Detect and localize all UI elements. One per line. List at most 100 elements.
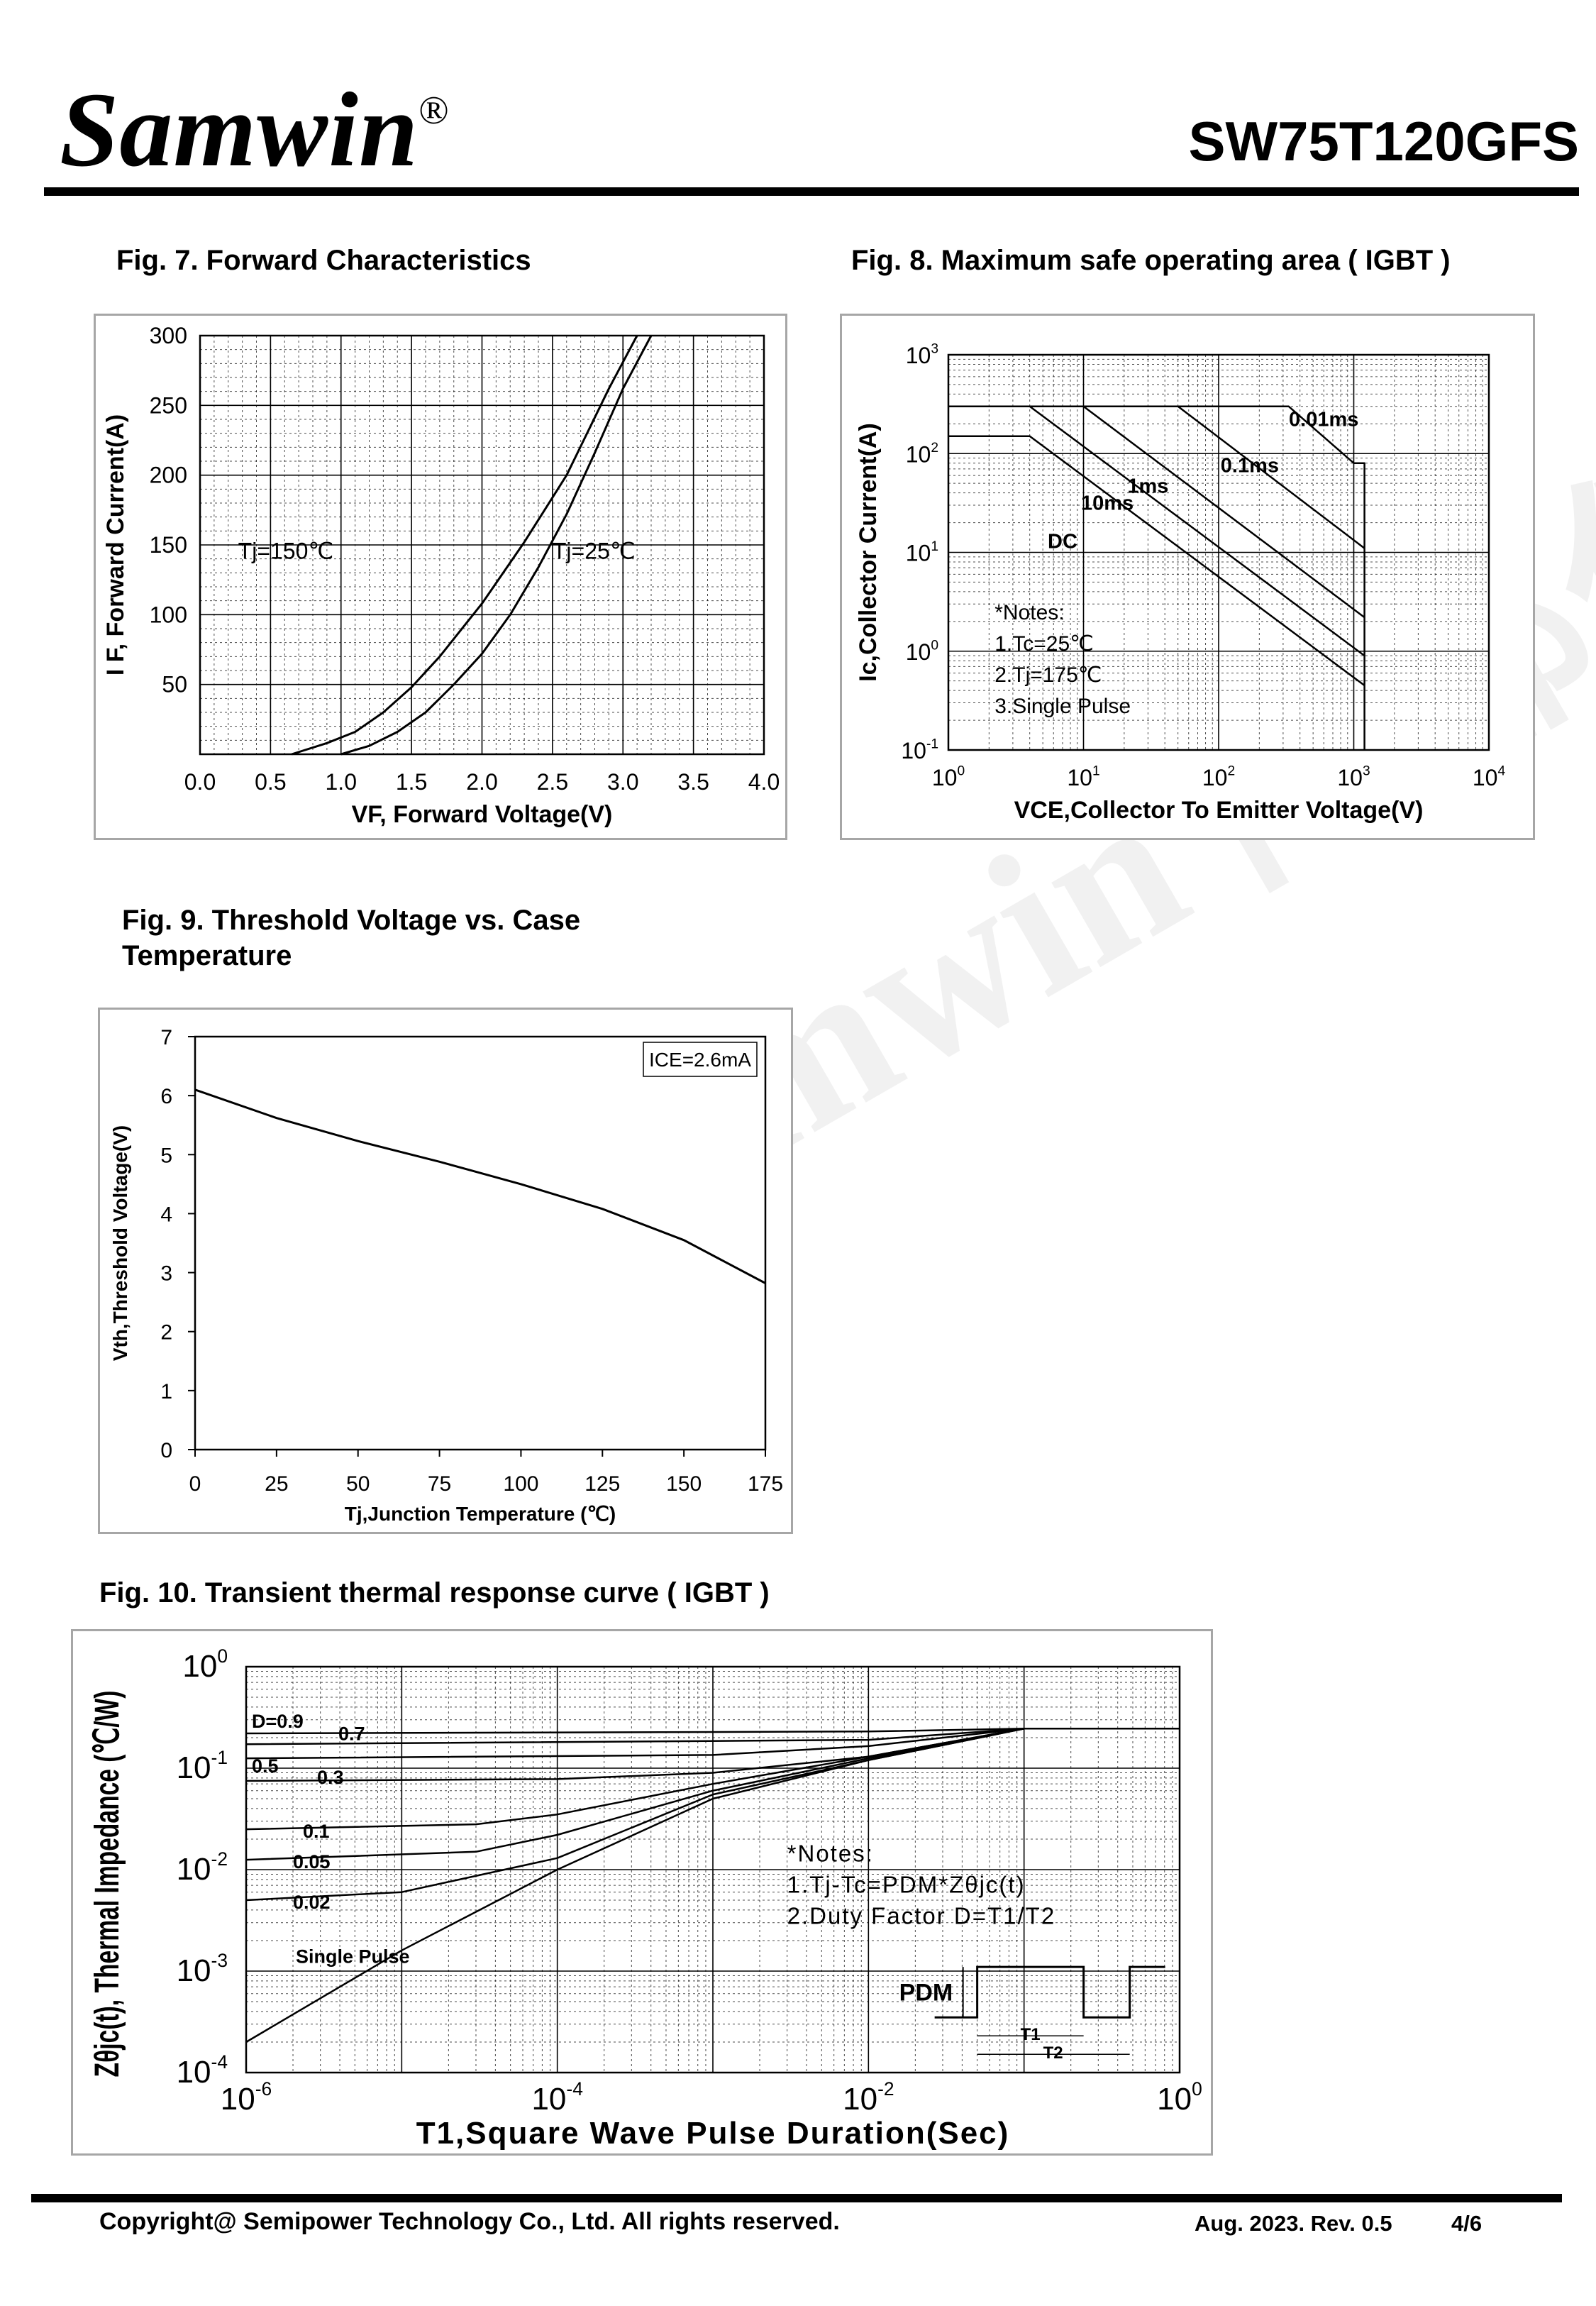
fig10-chart: 10-6 10-4 10-2 10010010-110-210-310-4D=0.90… — [87, 1645, 1202, 2151]
fig8-y-tick-label: 101 — [906, 539, 938, 566]
fig10-y-tick-label: 10-4 — [177, 2051, 228, 2090]
header-divider — [44, 187, 1579, 196]
fig7-y-tick-label: 250 — [150, 392, 187, 418]
fig8-x-tick-label: 100 — [932, 764, 965, 790]
fig10-x-tick-label: 100 — [1157, 2078, 1202, 2117]
brand-logo: Samwin® — [60, 71, 450, 189]
fig10-x-axis-label: T1,Square Wave Pulse Duration(Sec) — [416, 2116, 1010, 2151]
fig10-title: Fig. 10. Transient thermal response curv… — [99, 1577, 770, 1609]
fig9-series-line — [194, 1088, 766, 1284]
fig8-y-tick-label: 102 — [906, 441, 938, 467]
fig8-series-label: 0.01ms — [1289, 408, 1358, 431]
fig7-y-tick-label: 200 — [150, 463, 187, 488]
fig10-series-label: D=0.9 — [252, 1711, 304, 1732]
fig9-x-tick-label: 150 — [666, 1472, 702, 1496]
fig10-series-label: 0.3 — [317, 1767, 344, 1788]
fig9-legend-box — [643, 1042, 758, 1077]
fig8-y-tick-label: 10-1 — [901, 737, 938, 763]
fig7-x-tick-label: 1.0 — [326, 769, 357, 795]
fig9-y-tick-label: 1 — [160, 1380, 172, 1403]
fig7-y-tick-label: 50 — [162, 672, 187, 697]
fig9-y-tick-label: 0 — [160, 1439, 172, 1462]
fig8-note: 2.Tj=175℃ — [994, 663, 1102, 687]
fig10-series-label: 0.02 — [293, 1892, 331, 1913]
fig7-y-tick-label: 150 — [150, 532, 187, 558]
fig7-frame: 0.0 0.5 1.0 1.5 2.0 2.5 3.0 3.5 4.0 50 100 150 200 25… — [94, 314, 787, 840]
fig7-annotation-150: Tj=150℃ — [238, 539, 334, 564]
fig10-y-axis-label: Zθjc(t), Thermal Impedance (℃/W) — [87, 1691, 126, 2078]
footer-divider — [31, 2194, 1562, 2202]
fig9-x-tick-label: 50 — [346, 1472, 370, 1496]
fig10-x-tick-label: 10-2 — [843, 2078, 894, 2117]
fig9-x-tick-label: 0 — [189, 1472, 201, 1496]
fig8-note: 3.Single Pulse — [994, 695, 1131, 718]
fig9-y-tick-label: 2 — [160, 1321, 172, 1345]
fig8-series-label: 1ms — [1127, 475, 1168, 498]
fig10-t2-label: T2 — [1043, 2043, 1063, 2063]
fig8-x-tick-label: 101 — [1067, 764, 1099, 790]
fig7-y-axis-label: I F, Forward Current(A) — [102, 414, 129, 675]
fig10-note: 2.Duty Factor D=T1/T2 — [787, 1903, 1056, 1929]
fig7-chart: 0.0 0.5 1.0 1.5 2.0 2.5 3.0 3.5 4.0 50 100 150 200 25… — [102, 323, 780, 828]
fig7-series-line — [340, 335, 653, 756]
fig8-y-axis-label: Ic,Collector Current(A) — [855, 423, 882, 682]
fig7-x-tick-label: 0.0 — [184, 769, 216, 795]
fig8-plot-border — [947, 353, 1490, 751]
fig7-x-tick-label: 3.0 — [607, 769, 638, 795]
fig8-frame: 100 101 102 103 104 10-1 100 101 102 103 0.01ms 0.1… — [840, 314, 1535, 840]
fig8-y-tick-label: 103 — [906, 342, 938, 368]
fig9-y-tick-label: 4 — [160, 1203, 172, 1226]
fig9-y-tick-label: 7 — [160, 1026, 172, 1049]
fig9-title: Fig. 9. Threshold Voltage vs. Case Tempe… — [122, 905, 581, 971]
fig8-note: 1.Tc=25℃ — [994, 632, 1094, 656]
fig10-note: *Notes: — [787, 1841, 874, 1867]
fig10-x-tick-label: 10-6 — [221, 2078, 272, 2117]
copyright-text: Copyright@ Semipower Technology Co., Ltd… — [99, 2208, 840, 2235]
fig8-series-label: 0.1ms — [1221, 454, 1279, 477]
fig8-x-axis-label: VCE,Collector To Emitter Voltage(V) — [1014, 797, 1424, 824]
fig8-series-label: DC — [1048, 531, 1077, 553]
fig7-y-tick-label: 300 — [150, 323, 187, 348]
fig9-x-tick-label: 25 — [265, 1472, 288, 1496]
fig8-series-line — [948, 435, 1365, 687]
fig10-pulse-waveform — [934, 1965, 1165, 2019]
fig7-annotation-25: Tj=25℃ — [553, 539, 636, 564]
fig10-note: 1.Tj-Tc=PDM*Zθjc(t) — [787, 1872, 1026, 1898]
fig8-title: Fig. 8. Maximum safe operating area ( IG… — [851, 245, 1451, 276]
fig8-chart: 100 101 102 103 10410-11001011021030.01ms0.1… — [855, 342, 1506, 824]
fig7-x-tick-label: 2.5 — [537, 769, 568, 795]
fig9-y-tick-label: 3 — [160, 1262, 172, 1286]
fig10-series-label: 0.05 — [293, 1851, 331, 1872]
fig9-y-tick-label: 5 — [160, 1144, 172, 1167]
fig10-series-label: 0.5 — [252, 1755, 279, 1777]
fig10-y-tick-label: 10-3 — [177, 1950, 228, 1988]
fig9-x-tick-label: 125 — [584, 1472, 620, 1496]
fig7-series-line — [291, 335, 638, 756]
fig10-plot-border — [245, 1665, 1181, 2074]
fig10-series-label: 0.1 — [303, 1821, 330, 1842]
fig8-note: *Notes: — [994, 601, 1064, 624]
fig7-y-tick-label: 100 — [150, 602, 187, 627]
fig10-frame: 10-6 10-4 10-2 100 100 10-1 10-2 10-3 10-4 D=0.9 0… — [71, 1629, 1213, 2156]
fig9-legend-text: ICE=2.6mA — [649, 1049, 751, 1071]
fig8-x-tick-label: 102 — [1202, 764, 1235, 790]
fig8-series-line — [948, 405, 1365, 619]
fig9-chart: 0 25 50 75 100 125 150 175 0 1 2 3 4 5 6 7 ICE=2.6mA Tj,J… — [109, 1026, 783, 1525]
page-number: 4/6 — [1451, 2211, 1483, 2236]
fig9-x-tick-label: 175 — [748, 1472, 783, 1496]
fig7-x-tick-label: 4.0 — [748, 769, 780, 795]
fig9-y-tick-label: 6 — [160, 1085, 172, 1108]
fig10-series-line — [245, 1728, 1180, 2043]
fig9-x-axis-label: Tj,Junction Temperature (℃) — [345, 1503, 616, 1525]
fig9-x-tick-label: 100 — [503, 1472, 538, 1496]
fig9-plot-border — [194, 1035, 767, 1451]
fig7-x-tick-label: 3.5 — [677, 769, 709, 795]
fig7-x-tick-label: 0.5 — [255, 769, 286, 795]
fig8-x-tick-label: 104 — [1473, 764, 1506, 790]
fig9-y-axis-label: Vth,Threshold Voltage(V) — [109, 1125, 131, 1361]
part-number: SW75T120GFS — [1188, 110, 1579, 172]
fig7-title: Fig. 7. Forward Characteristics — [116, 245, 531, 276]
fig10-y-tick-label: 100 — [182, 1645, 228, 1684]
fig9-x-tick-label: 75 — [428, 1472, 451, 1496]
fig7-x-tick-label: 1.5 — [396, 769, 427, 795]
